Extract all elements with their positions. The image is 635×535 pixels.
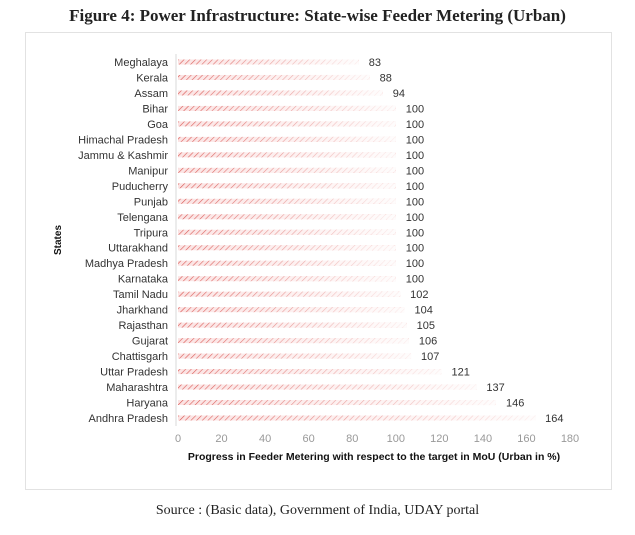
data-label: 104 — [414, 305, 432, 317]
y-tick-label: Andhra Pradesh — [89, 413, 169, 425]
y-tick-label: Himachal Pradesh — [78, 134, 168, 146]
data-label: 107 — [421, 351, 439, 363]
bar-fade — [178, 291, 401, 297]
y-tick-label: Punjab — [134, 196, 168, 208]
data-label: 100 — [406, 196, 424, 208]
bar-fade — [178, 90, 383, 96]
y-tick-label: Karnataka — [118, 274, 169, 286]
bar-fade — [178, 260, 396, 266]
y-tick-label: Haryana — [126, 398, 168, 410]
data-label: 146 — [506, 398, 524, 410]
y-tick-label: Manipur — [128, 165, 168, 177]
data-label: 88 — [380, 72, 392, 84]
data-label: 102 — [410, 289, 428, 301]
bar-fade — [178, 183, 396, 189]
data-label: 105 — [417, 320, 435, 332]
y-tick-label: Gujarat — [132, 336, 168, 348]
data-label: 106 — [419, 336, 437, 348]
bar-fade — [178, 353, 412, 359]
data-label: 94 — [393, 88, 405, 100]
y-tick-label: Jammu & Kashmir — [78, 150, 168, 162]
y-tick-label: Jharkhand — [117, 305, 168, 317]
y-tick-label: Puducherry — [112, 181, 169, 193]
x-tick-label: 80 — [346, 433, 358, 445]
x-tick-label: 120 — [430, 433, 448, 445]
bar-fade — [178, 400, 496, 406]
bar-fade — [178, 276, 396, 282]
y-tick-label: Bihar — [142, 103, 168, 115]
bar-fade — [178, 167, 396, 173]
data-label: 121 — [452, 367, 470, 379]
data-label: 100 — [406, 258, 424, 270]
bar-fade — [178, 59, 359, 65]
y-axis-title: States — [53, 225, 64, 255]
x-tick-label: 60 — [303, 433, 315, 445]
y-tick-label: Tamil Nadu — [113, 289, 168, 301]
bar-fade — [178, 322, 407, 328]
chart-frame — [25, 32, 612, 490]
data-label: 83 — [369, 57, 381, 69]
bar-fade — [178, 307, 405, 313]
bar-fade — [178, 229, 396, 235]
data-label: 100 — [406, 181, 424, 193]
y-tick-label: Rajasthan — [118, 320, 168, 332]
x-tick-label: 0 — [175, 433, 181, 445]
y-tick-label: Assam — [134, 88, 168, 100]
bar-fade — [178, 121, 396, 127]
data-label: 100 — [406, 274, 424, 286]
y-tick-label: Uttar Pradesh — [100, 367, 168, 379]
data-label: 100 — [406, 165, 424, 177]
y-tick-label: Kerala — [136, 72, 169, 84]
bar-fade — [178, 338, 409, 344]
figure-title: Figure 4: Power Infrastructure: State-wi… — [69, 6, 566, 25]
y-tick-label: Uttarakhand — [108, 243, 168, 255]
x-tick-label: 140 — [474, 433, 492, 445]
y-tick-label: Maharashtra — [106, 382, 169, 394]
y-tick-label: Meghalaya — [114, 57, 169, 69]
bar-fade — [178, 245, 396, 251]
source-note: Source : (Basic data), Government of Ind… — [155, 503, 480, 518]
x-tick-label: 20 — [215, 433, 227, 445]
bar-fade — [178, 198, 396, 204]
x-tick-label: 100 — [387, 433, 405, 445]
data-label: 100 — [406, 212, 424, 224]
bar-fade — [178, 384, 477, 390]
y-tick-label: Telengana — [117, 212, 169, 224]
data-label: 100 — [406, 227, 424, 239]
y-tick-label: Tripura — [134, 227, 169, 239]
bar-fade — [178, 369, 442, 375]
bar-fade — [178, 415, 536, 421]
bar-fade — [178, 74, 370, 80]
data-label: 100 — [406, 119, 424, 131]
y-tick-label: Goa — [147, 119, 169, 131]
bar-fade — [178, 214, 396, 220]
data-label: 164 — [545, 413, 563, 425]
data-label: 137 — [486, 382, 504, 394]
data-label: 100 — [406, 103, 424, 115]
x-tick-label: 40 — [259, 433, 271, 445]
x-tick-label: 160 — [517, 433, 535, 445]
x-axis-title: Progress in Feeder Metering with respect… — [188, 451, 560, 463]
y-tick-label: Chattisgarh — [112, 351, 168, 363]
data-label: 100 — [406, 243, 424, 255]
y-tick-label: Madhya Pradesh — [85, 258, 168, 270]
x-tick-label: 180 — [561, 433, 579, 445]
data-label: 100 — [406, 134, 424, 146]
bar-fade — [178, 105, 396, 111]
data-label: 100 — [406, 150, 424, 162]
bar-fade — [178, 136, 396, 142]
bar-fade — [178, 152, 396, 158]
